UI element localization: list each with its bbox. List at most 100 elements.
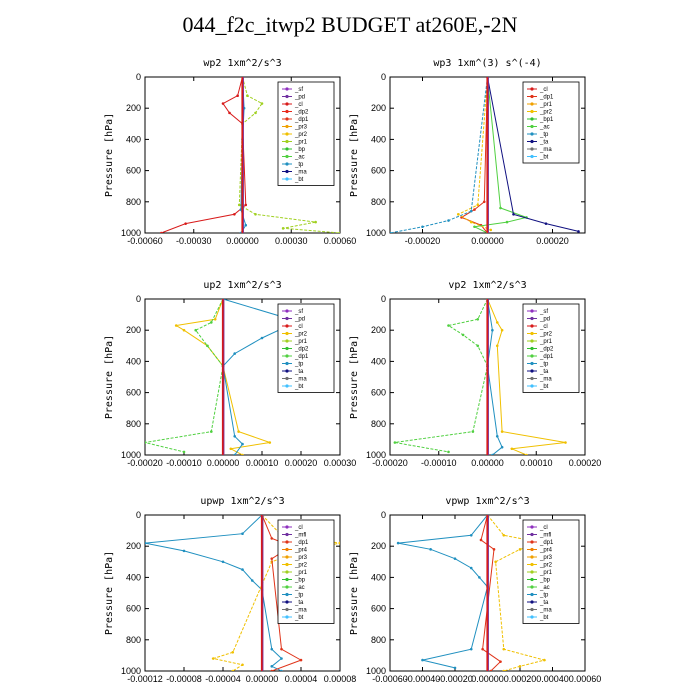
legend-marker xyxy=(285,124,289,129)
y-axis-label: Pressure [hPa] xyxy=(104,335,115,419)
legend-marker xyxy=(530,139,534,144)
legend-marker xyxy=(530,331,534,336)
legend-label: _dp1 xyxy=(294,117,309,123)
legend-label: _pd xyxy=(294,317,305,323)
x-tick-label: -0.00020 xyxy=(372,458,408,468)
legend-label: _dp1 xyxy=(294,540,309,546)
y-tick-label: 600 xyxy=(371,604,386,614)
data-point xyxy=(491,453,494,455)
legend-marker xyxy=(285,316,289,321)
legend-marker xyxy=(530,369,534,373)
data-point xyxy=(447,324,450,327)
y-tick-label: 0 xyxy=(136,294,141,304)
data-point xyxy=(241,532,244,536)
data-point xyxy=(495,434,499,438)
data-point xyxy=(476,344,480,348)
y-axis-label: Pressure [hPa] xyxy=(104,551,115,635)
legend-label: _pd xyxy=(294,95,305,101)
y-tick-label: 600 xyxy=(126,388,141,398)
series-line-tp xyxy=(486,299,503,455)
chart-panel: wp2 1xm^2/s^3 Pressure [hPa] 0 200 400 600 800… xyxy=(100,52,356,258)
data-point xyxy=(476,317,480,321)
x-tick-label: 0.00010 xyxy=(520,458,553,468)
legend-marker xyxy=(530,555,534,559)
data-point xyxy=(447,219,450,222)
legend-marker xyxy=(530,376,534,381)
y-tick-label: 1000 xyxy=(121,666,141,676)
y-tick-label: 600 xyxy=(126,604,141,614)
legend-marker xyxy=(530,384,534,388)
data-point xyxy=(500,445,504,449)
data-point xyxy=(544,222,548,225)
legend-marker xyxy=(530,570,534,574)
legend-label: _ac xyxy=(539,585,550,591)
legend-label: _cl xyxy=(539,87,548,93)
legend-marker xyxy=(285,585,289,589)
y-tick-label: 1000 xyxy=(366,228,386,238)
data-point xyxy=(246,94,249,98)
data-point xyxy=(231,669,235,671)
legend-label: _pr2 xyxy=(294,332,308,338)
y-tick-label: 800 xyxy=(371,419,386,429)
data-point xyxy=(543,658,546,662)
data-point xyxy=(456,212,460,216)
data-point xyxy=(500,328,504,332)
data-point xyxy=(393,441,397,444)
legend-label: _pr1 xyxy=(539,339,553,345)
legend-marker xyxy=(285,361,289,366)
legend-marker xyxy=(530,547,534,552)
data-point xyxy=(396,541,400,545)
legend-marker xyxy=(285,547,289,552)
y-tick-label: 0 xyxy=(381,510,386,520)
data-point xyxy=(229,447,233,451)
legend-label: _pr2 xyxy=(294,132,308,138)
data-point xyxy=(518,665,522,668)
legend-label: _ma xyxy=(539,608,552,614)
y-axis-label: Pressure [hPa] xyxy=(349,551,360,635)
data-point xyxy=(233,352,236,355)
legend-label: _bt xyxy=(294,615,304,621)
data-point xyxy=(241,663,244,667)
data-point xyxy=(500,430,504,433)
data-point xyxy=(390,231,392,233)
legend-marker xyxy=(285,309,289,313)
data-point xyxy=(194,328,197,332)
data-point xyxy=(182,450,186,454)
data-point xyxy=(260,336,264,340)
x-tick-label: 0.00030 xyxy=(324,458,357,468)
x-tick-label: -0.00060 xyxy=(127,236,163,246)
series-line-cl xyxy=(161,77,247,233)
legend-label: _ma xyxy=(539,377,552,383)
data-point xyxy=(421,225,424,229)
legend-marker xyxy=(285,324,289,328)
chart-title: wp3 1xm^(3) s^(-4) xyxy=(433,58,541,69)
data-point xyxy=(505,220,509,224)
x-tick-label: 0.00008 xyxy=(324,674,357,684)
legend-marker xyxy=(285,169,289,174)
legend-marker xyxy=(530,562,534,567)
legend-marker xyxy=(530,577,534,582)
series-group xyxy=(390,77,580,233)
data-point xyxy=(254,212,257,216)
data-point xyxy=(469,209,473,213)
data-point xyxy=(525,453,528,455)
x-tick-label: 0.00020 xyxy=(285,458,318,468)
data-point xyxy=(499,660,502,663)
x-tick-label: -0.00020 xyxy=(405,236,441,246)
chart-svg-2: up2 1xm^2/s^3 Pressure [hPa] 0 200 400 600 800… xyxy=(104,280,356,468)
legend-label: _bp xyxy=(294,578,306,584)
y-tick-label: 600 xyxy=(371,388,386,398)
data-point xyxy=(429,548,432,551)
data-point xyxy=(211,657,215,660)
series-group xyxy=(145,515,340,671)
legend-label: _bt xyxy=(539,155,549,161)
legend-label: _pr1 xyxy=(294,339,308,345)
chart-title: vp2 1xm^2/s^3 xyxy=(448,280,526,291)
data-point xyxy=(233,453,236,455)
chart-panel: vp2 1xm^2/s^3 Pressure [hPa] 0 200 400 600 800… xyxy=(345,274,601,480)
legend-marker xyxy=(530,354,534,358)
legend-label: _ma xyxy=(294,377,307,383)
legend-marker xyxy=(530,109,534,114)
legend-marker xyxy=(285,87,289,91)
x-tick-label: 0.00000 xyxy=(471,674,504,684)
